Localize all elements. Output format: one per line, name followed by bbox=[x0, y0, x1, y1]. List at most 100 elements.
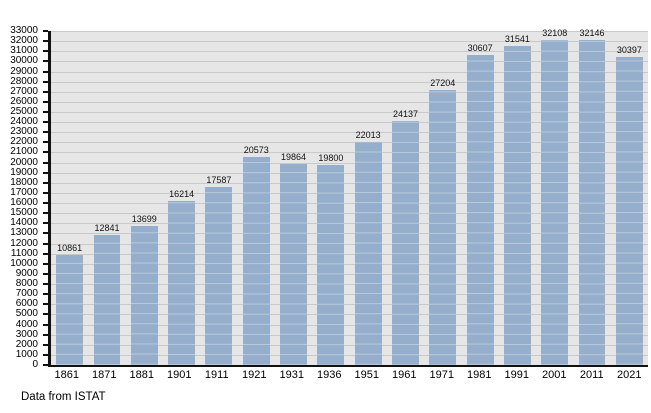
bar-value-label: 31541 bbox=[504, 33, 530, 44]
x-tick-label: 1921 bbox=[242, 369, 267, 381]
x-tick-label: 1936 bbox=[317, 369, 342, 381]
y-tick-mark bbox=[43, 293, 48, 296]
y-tick-label: 5000 bbox=[15, 308, 38, 320]
x-tick-label: 1901 bbox=[167, 369, 192, 381]
y-tick-mark bbox=[43, 353, 48, 356]
y-tick-label: 27000 bbox=[10, 85, 38, 97]
data-source-note: Data from ISTAT bbox=[21, 391, 106, 403]
gridline bbox=[51, 223, 648, 225]
y-tick-label: 14000 bbox=[10, 217, 38, 229]
x-tick-label: 2011 bbox=[579, 369, 604, 381]
bar-value-label: 24137 bbox=[392, 108, 418, 119]
y-tick-label: 31000 bbox=[10, 45, 38, 57]
y-tick-mark bbox=[43, 283, 48, 286]
bar-value-label: 10861 bbox=[57, 243, 83, 254]
bar-value-label: 19864 bbox=[281, 151, 307, 162]
y-tick-mark bbox=[43, 141, 48, 144]
y-tick-label: 0 bbox=[32, 359, 38, 370]
bar-slot: 22013 bbox=[350, 31, 387, 365]
y-tick-mark bbox=[43, 80, 48, 83]
y-tick-mark bbox=[43, 181, 48, 184]
gridline bbox=[51, 41, 648, 43]
bar-slot: 30397 bbox=[611, 31, 648, 365]
bar-1991 bbox=[503, 45, 531, 365]
bar-value-label: 30607 bbox=[467, 43, 493, 54]
bar-1871 bbox=[93, 235, 121, 365]
gridline bbox=[51, 101, 648, 103]
bar-2021 bbox=[615, 57, 643, 365]
y-tick-mark bbox=[43, 191, 48, 194]
y-tick-label: 8000 bbox=[15, 278, 38, 290]
y-tick-label: 24000 bbox=[10, 116, 38, 128]
bar-slot: 19800 bbox=[312, 31, 349, 365]
bar-value-label: 27204 bbox=[430, 77, 456, 88]
x-tick-label: 1951 bbox=[354, 369, 379, 381]
bar-value-label: 32108 bbox=[542, 28, 568, 39]
bar-value-label: 32146 bbox=[579, 27, 605, 38]
gridline bbox=[51, 152, 648, 154]
y-tick-mark bbox=[43, 343, 48, 346]
x-tick-label: 1971 bbox=[429, 369, 454, 381]
x-tick-label: 1931 bbox=[279, 369, 304, 381]
y-tick-label: 33000 bbox=[10, 25, 38, 36]
y-tick-label: 20000 bbox=[10, 156, 38, 168]
bar-value-label: 13699 bbox=[131, 214, 157, 225]
y-tick-mark bbox=[43, 40, 48, 43]
gridline bbox=[51, 304, 648, 306]
gridline bbox=[51, 182, 648, 184]
gridline bbox=[51, 31, 648, 32]
bar-1971 bbox=[429, 89, 457, 365]
x-axis: 1861 1871 1881 1901 1911 1921 1931 1936 1951 1961… bbox=[48, 369, 648, 381]
bar-slot: 27204 bbox=[424, 31, 461, 365]
y-tick-mark bbox=[43, 171, 48, 174]
y-tick-label: 10000 bbox=[10, 257, 38, 269]
y-tick-mark bbox=[43, 212, 48, 215]
gridline bbox=[51, 354, 648, 356]
y-tick-mark bbox=[43, 131, 48, 134]
gridline bbox=[51, 253, 648, 255]
y-tick-label: 1000 bbox=[15, 348, 38, 360]
y-tick-mark bbox=[43, 262, 48, 265]
y-tick-mark bbox=[43, 110, 48, 113]
bar-value-label: 16214 bbox=[169, 188, 195, 199]
bar-slot: 19864 bbox=[275, 31, 312, 365]
bar-2001 bbox=[541, 40, 569, 365]
gridline bbox=[51, 122, 648, 124]
gridline bbox=[51, 324, 648, 326]
y-tick-mark bbox=[43, 202, 48, 205]
bar-2011 bbox=[578, 39, 606, 365]
y-tick-label: 25000 bbox=[10, 105, 38, 117]
gridline bbox=[51, 344, 648, 346]
bar-1901 bbox=[168, 200, 196, 365]
bar-value-label: 20573 bbox=[243, 144, 269, 155]
gridline bbox=[51, 273, 648, 275]
y-tick-mark bbox=[43, 90, 48, 93]
bar-value-label: 22013 bbox=[355, 130, 381, 141]
y-tick-label: 28000 bbox=[10, 75, 38, 87]
bar-slot: 16214 bbox=[163, 31, 200, 365]
y-tick-mark bbox=[43, 70, 48, 73]
gridline bbox=[51, 284, 648, 286]
y-tick-label: 18000 bbox=[10, 176, 38, 188]
bar-1961 bbox=[392, 120, 419, 365]
bar-1931 bbox=[280, 163, 307, 365]
plot-area: 10861 12841 13699 16214 17587 20573 19864 19800… bbox=[48, 27, 648, 367]
bar-slot: 30607 bbox=[461, 31, 498, 365]
x-tick-label: 1991 bbox=[504, 369, 529, 381]
x-tick-label: 1961 bbox=[392, 369, 417, 381]
gridline bbox=[51, 172, 648, 174]
x-tick-label: 2021 bbox=[617, 369, 642, 381]
bar-1921 bbox=[242, 156, 270, 365]
bar-1911 bbox=[205, 187, 233, 365]
y-tick-label: 11000 bbox=[10, 247, 38, 259]
x-tick-label: 1981 bbox=[467, 369, 492, 381]
bar-slot: 32146 bbox=[573, 27, 610, 365]
y-tick-mark bbox=[43, 323, 48, 326]
gridline bbox=[51, 142, 648, 144]
y-tick-mark bbox=[43, 333, 48, 336]
gridline bbox=[51, 233, 648, 235]
y-tick-mark bbox=[43, 303, 48, 306]
bar-slot: 12841 bbox=[88, 31, 125, 365]
bar-slot: 20573 bbox=[238, 31, 275, 365]
gridline bbox=[51, 71, 648, 73]
